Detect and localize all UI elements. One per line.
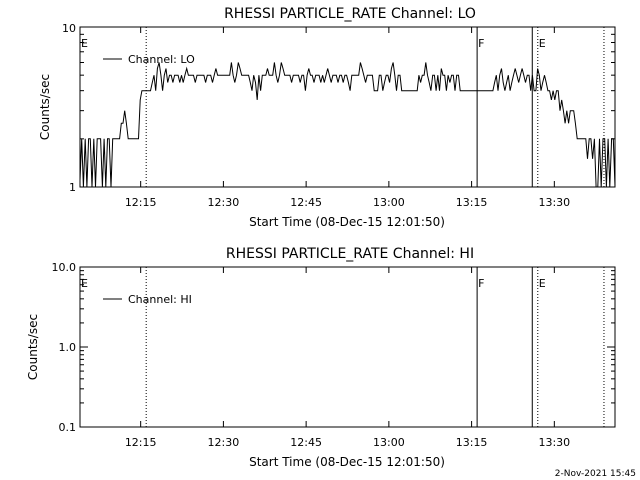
x-axis-label: Start Time (08-Dec-15 12:01:50) [249,455,445,469]
y-tick-label: 1 [69,181,76,194]
x-tick-label: 12:30 [208,196,240,209]
x-tick-label: 12:15 [125,196,157,209]
chart-panel-lo: RHESSI PARTICLE_RATE Channel: LO Counts/… [38,6,616,229]
event-marker-label: E [81,37,88,50]
x-tick-label: 13:00 [373,436,405,449]
footer-timestamp: 2-Nov-2021 15:45 [555,469,636,479]
chart-title: RHESSI PARTICLE_RATE Channel: LO [224,6,476,22]
event-marker-label: E [539,37,546,50]
x-axis-ticks: 12:15 12:30 12:45 13:00 13:15 13:30 [80,27,615,209]
x-axis-label: Start Time (08-Dec-15 12:01:50) [249,215,445,229]
y-axis-label: Counts/sec [38,74,52,140]
x-tick-label: 13:00 [373,196,405,209]
y-axis-label: Counts/sec [26,314,40,380]
x-tick-label: 13:15 [456,436,488,449]
x-tick-label: 12:45 [290,196,322,209]
event-marker-label: F [478,277,484,290]
x-tick-label: 13:30 [538,436,570,449]
x-tick-label: 12:15 [125,436,157,449]
plot-frame [79,266,616,428]
x-tick-label: 12:45 [290,436,322,449]
x-tick-label: 13:30 [538,196,570,209]
y-tick-label: 10.0 [52,261,77,274]
chart-panel-hi: RHESSI PARTICLE_RATE Channel: HI Counts/… [26,246,616,469]
series-line-lo [79,62,616,188]
y-tick-label: 10 [62,22,76,35]
event-marker-label: F [478,37,484,50]
event-marker-label: E [81,277,88,290]
x-tick-label: 12:30 [208,436,240,449]
y-tick-label: 0.1 [59,421,77,434]
event-marker-label: E [539,277,546,290]
plot-frame [79,26,616,188]
legend-entry: Channel: LO [128,53,195,66]
legend-entry: Channel: HI [128,293,192,306]
y-tick-label: 1.0 [59,341,77,354]
x-tick-label: 13:15 [456,196,488,209]
chart-title: RHESSI PARTICLE_RATE Channel: HI [226,246,474,262]
x-axis-ticks: 12:15 12:30 12:45 13:00 13:15 13:30 [80,267,615,449]
